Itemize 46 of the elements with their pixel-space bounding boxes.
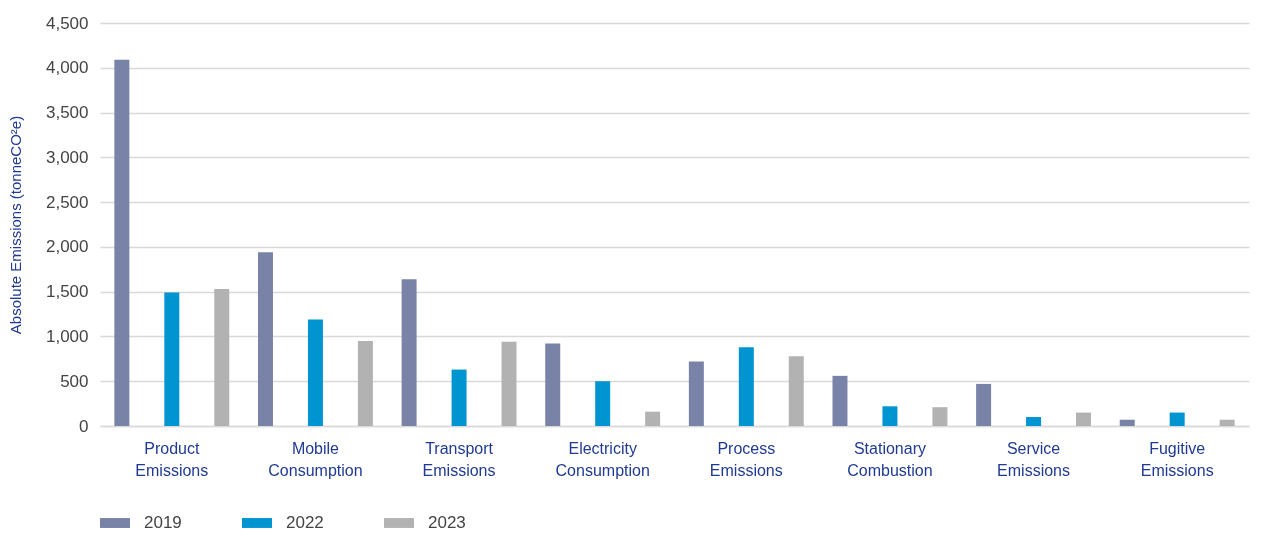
bar (214, 288, 230, 426)
x-tick-label: Stationary Combustion (847, 439, 933, 479)
legend-label: 2023 (428, 513, 466, 532)
bar (882, 406, 898, 426)
y-tick-label: 1,500 (45, 282, 89, 302)
y-tick-label: 2,500 (45, 192, 89, 212)
y-tick-label: 3,500 (45, 103, 89, 123)
y-axis-title: Absolute Emissions (tonneCO²e) (6, 115, 24, 335)
bar (645, 411, 661, 426)
bar (1219, 419, 1235, 426)
x-tick-label: Process Emissions (709, 439, 783, 479)
bar (1169, 412, 1185, 426)
x-tick-label: Service Emissions (997, 439, 1071, 479)
bar (164, 292, 180, 426)
x-tick-label: Product Emissions (135, 439, 209, 479)
legend-label: 2019 (144, 513, 182, 532)
bar (501, 341, 517, 426)
y-tick-label: 500 (60, 371, 89, 391)
bar (688, 361, 704, 426)
y-tick-label: 3,000 (45, 147, 89, 167)
bar (788, 356, 804, 426)
x-tick-label: Mobile Consumption (268, 439, 363, 479)
bar (1119, 419, 1135, 426)
bar (401, 279, 417, 426)
y-tick-label: 2,000 (45, 237, 89, 257)
bar (357, 340, 373, 426)
bar (832, 375, 848, 426)
bar (1076, 412, 1092, 426)
x-tick-label: Fugitive Emissions (1140, 439, 1214, 479)
y-tick-label: 4,000 (45, 58, 89, 78)
y-tick-label: 4,500 (45, 13, 89, 33)
bar (114, 59, 130, 426)
bar (932, 407, 948, 426)
bar (595, 381, 611, 426)
bar (451, 369, 467, 426)
x-tick-label: Transport Emissions (422, 439, 496, 479)
bar (976, 383, 992, 426)
x-tick-label: Electricity Consumption (555, 439, 650, 479)
y-tick-label: 1,000 (45, 326, 89, 346)
bar (545, 343, 561, 426)
legend-label: 2022 (286, 513, 324, 532)
bar (307, 319, 323, 426)
bar (738, 347, 754, 426)
y-tick-label: 0 (79, 416, 89, 436)
bar (257, 252, 273, 426)
bar (1026, 417, 1042, 426)
